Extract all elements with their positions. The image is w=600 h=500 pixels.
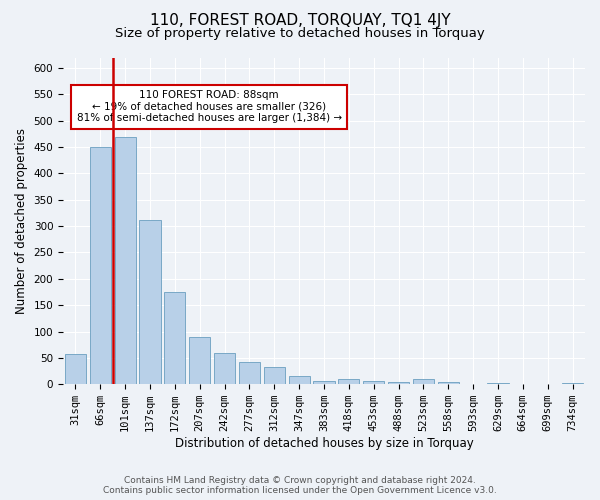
Bar [164,292,185,384]
Text: 110 FOREST ROAD: 88sqm
← 19% of detached houses are smaller (326)
81% of semi-de: 110 FOREST ROAD: 88sqm ← 19% of detached… [77,90,342,124]
Bar [338,379,359,384]
X-axis label: Distribution of detached houses by size in Torquay: Distribution of detached houses by size … [175,437,473,450]
Bar [214,353,235,384]
Bar [313,380,335,384]
Y-axis label: Number of detached properties: Number of detached properties [15,128,28,314]
Bar [264,368,285,384]
Bar [363,381,384,384]
Bar [388,382,409,384]
Bar [115,136,136,384]
Bar [562,383,583,384]
Bar [90,147,111,384]
Bar [139,220,161,384]
Text: 110, FOREST ROAD, TORQUAY, TQ1 4JY: 110, FOREST ROAD, TORQUAY, TQ1 4JY [149,12,451,28]
Bar [289,376,310,384]
Bar [487,382,509,384]
Text: Size of property relative to detached houses in Torquay: Size of property relative to detached ho… [115,28,485,40]
Bar [189,337,210,384]
Text: Contains HM Land Registry data © Crown copyright and database right 2024.
Contai: Contains HM Land Registry data © Crown c… [103,476,497,495]
Bar [438,382,459,384]
Bar [413,379,434,384]
Bar [239,362,260,384]
Bar [65,354,86,384]
